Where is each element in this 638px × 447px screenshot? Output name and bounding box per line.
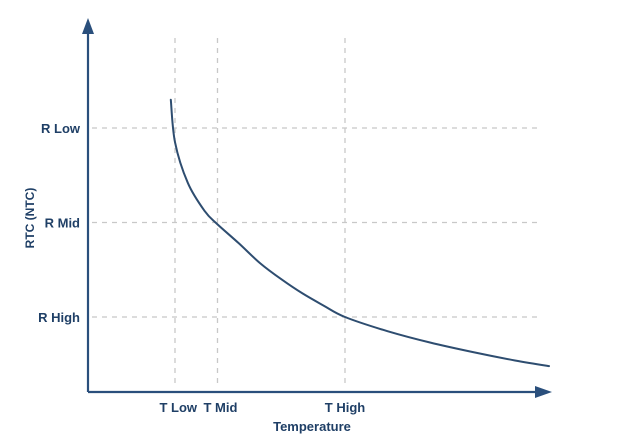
x-tick-label: T Mid xyxy=(204,400,238,415)
labels-layer: R Low R Mid R High T Low T Mid T High Temperat… xyxy=(23,121,365,434)
y-tick-label: R Low xyxy=(41,121,81,136)
x-tick-label: T Low xyxy=(159,400,197,415)
axes-layer xyxy=(82,18,552,398)
ntc-curve-series xyxy=(169,98,550,368)
grid-layer xyxy=(92,38,538,388)
x-axis-arrow xyxy=(535,386,552,398)
y-tick-label: R Mid xyxy=(45,216,80,231)
y-axis-arrow xyxy=(82,18,94,34)
x-axis-label: Temperature xyxy=(273,419,351,434)
y-axis-label: RTC (NTC) xyxy=(23,188,37,249)
y-tick-label: R High xyxy=(38,310,80,325)
curve-layer xyxy=(169,98,550,368)
x-tick-label: T High xyxy=(325,400,365,415)
